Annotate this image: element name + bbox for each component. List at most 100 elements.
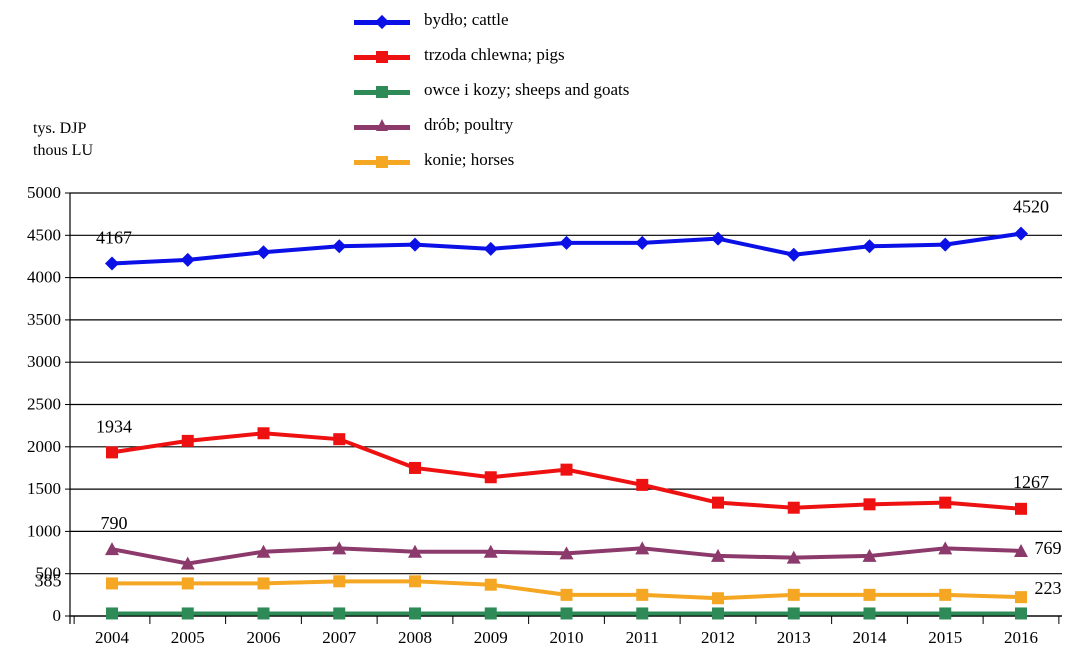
data-point — [863, 607, 876, 620]
y-tick-label: 4500 — [27, 225, 61, 244]
data-point — [484, 607, 497, 620]
data-point — [408, 237, 422, 252]
data-point — [409, 607, 421, 620]
data-point — [863, 498, 876, 511]
legend-label-horses: konie; horses — [424, 150, 515, 169]
data-point — [409, 461, 421, 474]
triangle-marker-icon — [376, 119, 388, 131]
x-tick-label: 2008 — [398, 628, 432, 647]
data-point — [332, 239, 347, 254]
data-point — [863, 588, 876, 601]
data-point — [1015, 607, 1027, 620]
data-point — [938, 541, 953, 555]
data-label: 385 — [35, 570, 62, 590]
data-point — [105, 542, 119, 556]
data-label: 1934 — [96, 416, 132, 436]
legend-label-sheep-goats: owce i kozy; sheeps and goats — [424, 80, 630, 99]
data-point — [333, 575, 346, 588]
data-point — [257, 607, 270, 620]
data-point — [636, 588, 649, 601]
data-point — [181, 577, 194, 590]
data-point — [712, 496, 724, 509]
data-point — [559, 546, 574, 560]
data-point — [180, 556, 195, 570]
data-point — [635, 235, 650, 250]
square-marker-icon — [376, 86, 388, 98]
y-tick-label: 3000 — [27, 352, 61, 371]
data-point — [787, 501, 800, 514]
data-point — [711, 548, 725, 562]
data-point — [181, 607, 194, 620]
x-tick-label: 2014 — [853, 628, 888, 647]
data-point — [636, 607, 649, 620]
data-point — [181, 434, 194, 447]
y-tick-label: 3500 — [27, 310, 61, 329]
x-tick-label: 2005 — [171, 628, 205, 647]
y-tick-label: 5000 — [27, 183, 61, 202]
data-point — [862, 548, 877, 562]
square-marker-icon — [376, 156, 388, 168]
data-point — [787, 607, 800, 620]
x-tick-label: 2004 — [95, 628, 130, 647]
y-tick-label: 0 — [53, 606, 62, 625]
data-point — [409, 575, 421, 588]
y-tick-label: 4000 — [27, 268, 61, 287]
x-tick-label: 2012 — [701, 628, 735, 647]
y-unit-label-pl: tys. DJP — [33, 120, 87, 137]
data-point — [1014, 226, 1028, 241]
data-point — [939, 607, 952, 620]
x-tick-label: 2006 — [247, 628, 281, 647]
data-point — [256, 245, 271, 260]
data-label: 4167 — [96, 227, 132, 247]
data-point — [106, 607, 118, 620]
data-point — [408, 544, 422, 558]
data-point — [559, 235, 574, 250]
data-point — [106, 446, 118, 459]
data-point — [1015, 591, 1027, 604]
data-point — [257, 577, 270, 590]
square-marker-icon — [376, 51, 388, 63]
x-tick-label: 2010 — [550, 628, 584, 647]
data-point — [333, 607, 346, 620]
data-point — [939, 588, 952, 601]
data-point — [256, 544, 271, 558]
data-point — [711, 231, 725, 246]
data-point — [636, 478, 649, 491]
y-tick-label: 500 — [36, 564, 62, 583]
data-point — [712, 607, 724, 620]
data-point — [938, 237, 953, 252]
data-point — [862, 239, 877, 254]
x-tick-label: 2016 — [1004, 628, 1038, 647]
data-point — [939, 496, 952, 509]
data-label: 4520 — [1013, 197, 1049, 217]
legend-label-pigs: trzoda chlewna; pigs — [424, 45, 565, 64]
y-unit-label-en: thous LU — [33, 142, 93, 159]
data-point — [484, 471, 497, 484]
y-tick-label: 1500 — [27, 479, 61, 498]
data-point — [484, 578, 497, 591]
legend-label-cattle: bydło; cattle — [424, 10, 509, 29]
x-tick-label: 2013 — [777, 628, 811, 647]
data-label: 1267 — [1013, 472, 1049, 492]
y-tick-label: 2500 — [27, 395, 61, 414]
x-tick-label: 2007 — [322, 628, 357, 647]
y-tick-label: 2000 — [27, 437, 61, 456]
data-point — [333, 433, 346, 446]
data-label: 790 — [101, 513, 128, 533]
data-point — [1014, 543, 1028, 557]
data-point — [483, 544, 498, 558]
data-point — [787, 588, 800, 601]
data-point — [635, 541, 650, 555]
x-tick-label: 2009 — [474, 628, 508, 647]
data-point — [712, 592, 724, 605]
data-point — [180, 252, 195, 267]
data-point — [106, 577, 118, 590]
x-tick-label: 2011 — [626, 628, 659, 647]
data-point — [560, 607, 573, 620]
data-point — [257, 427, 270, 440]
data-point — [560, 463, 573, 476]
data-point — [786, 247, 801, 262]
legend-label-poultry: drób; poultry — [424, 115, 514, 134]
data-point — [105, 256, 119, 271]
